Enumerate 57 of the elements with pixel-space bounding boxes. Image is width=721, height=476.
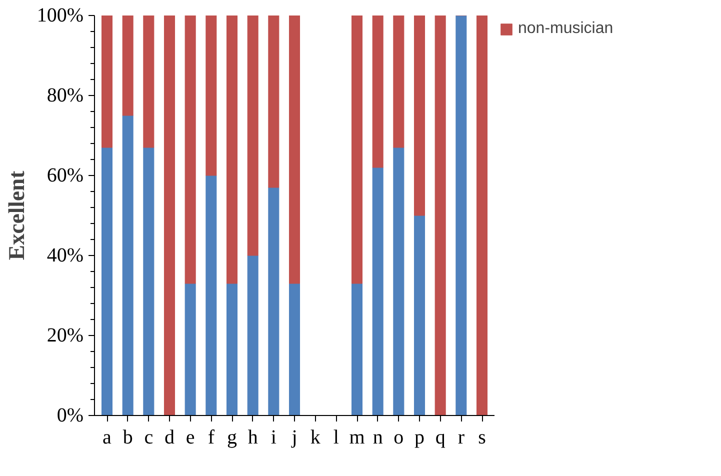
x-tick-label: h <box>248 426 258 448</box>
x-tick-label: j <box>290 426 298 448</box>
bar <box>268 16 280 188</box>
bar <box>247 255 258 416</box>
x-tick-label: b <box>122 426 133 448</box>
bar <box>184 16 196 284</box>
bar <box>414 16 426 216</box>
bar <box>122 115 134 416</box>
bar <box>434 16 446 416</box>
bar <box>101 147 113 416</box>
x-tick-label: k <box>310 426 320 448</box>
x-tick-label: n <box>372 426 383 448</box>
bar <box>393 16 404 148</box>
y-tick-label: 80% <box>46 84 84 106</box>
x-tick-label: o <box>394 426 404 448</box>
bar <box>351 16 363 284</box>
bar <box>268 187 280 416</box>
x-tick-label: l <box>333 426 340 448</box>
bar <box>372 16 384 168</box>
y-tick-label: 100% <box>36 4 84 26</box>
x-tick-label: d <box>164 426 174 448</box>
bar <box>143 147 154 416</box>
bar <box>143 16 154 148</box>
y-axis-title: Excellent <box>4 170 29 260</box>
y-tick-label: 20% <box>46 324 84 346</box>
bar <box>456 16 467 416</box>
bar <box>288 283 300 416</box>
bar <box>206 16 217 176</box>
x-tick-label: e <box>186 426 195 448</box>
bar <box>414 215 426 416</box>
x-tick-label: q <box>435 426 446 448</box>
x-tick-label: i <box>270 426 277 448</box>
y-tick-label: 60% <box>46 164 84 186</box>
bar <box>393 147 404 416</box>
bar <box>226 283 238 416</box>
x-tick-label: f <box>208 426 215 448</box>
y-tick-label: 0% <box>56 404 84 426</box>
x-tick-label: a <box>102 426 112 448</box>
bar <box>476 16 488 416</box>
x-tick-label: r <box>458 426 465 448</box>
bar <box>288 16 300 284</box>
x-tick-label: c <box>144 426 154 448</box>
x-tick-label: m <box>349 426 366 448</box>
x-tick-label: g <box>227 426 237 448</box>
bar <box>226 16 238 284</box>
bar <box>351 283 363 416</box>
bar <box>184 283 196 416</box>
x-tick-label: p <box>414 426 424 448</box>
bar <box>247 16 258 256</box>
bar <box>101 16 113 148</box>
bar <box>206 175 217 416</box>
bar <box>164 16 176 416</box>
y-tick-label: 40% <box>46 244 84 266</box>
legend-label: non-musician <box>518 20 614 38</box>
bar <box>372 167 384 416</box>
bar <box>122 16 134 116</box>
x-tick-label: s <box>478 426 486 448</box>
